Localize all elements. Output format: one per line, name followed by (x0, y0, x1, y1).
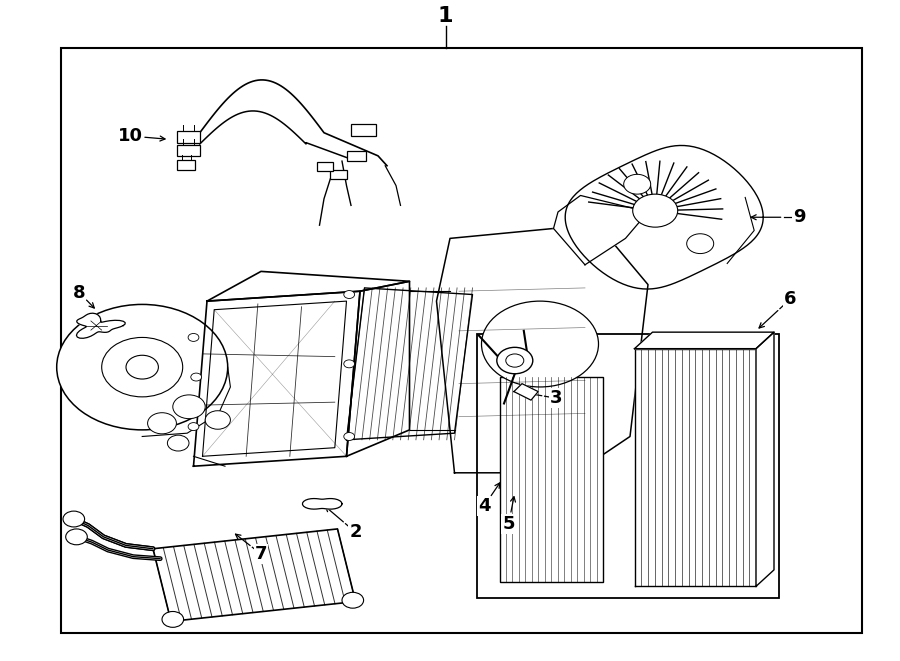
Circle shape (173, 395, 205, 418)
Circle shape (167, 435, 189, 451)
Text: 8: 8 (73, 284, 86, 301)
Polygon shape (207, 272, 410, 301)
Circle shape (188, 333, 199, 341)
Text: 2: 2 (349, 524, 362, 541)
Bar (61, 48, 862, 633)
Polygon shape (76, 313, 125, 338)
Polygon shape (346, 288, 472, 440)
Text: 3: 3 (550, 389, 562, 407)
Text: 9: 9 (793, 208, 806, 226)
Text: 7: 7 (255, 545, 267, 563)
Text: 6: 6 (784, 290, 796, 308)
Polygon shape (634, 348, 756, 586)
Circle shape (342, 592, 364, 608)
Text: 10: 10 (118, 127, 143, 145)
Polygon shape (514, 383, 538, 400)
Circle shape (344, 360, 355, 368)
Polygon shape (565, 145, 763, 289)
Bar (177, 161, 195, 171)
Circle shape (344, 291, 355, 299)
Circle shape (188, 422, 199, 430)
Circle shape (624, 175, 651, 194)
Text: 1: 1 (437, 6, 454, 26)
Circle shape (191, 373, 202, 381)
Circle shape (506, 354, 524, 367)
Bar (330, 170, 346, 179)
Circle shape (126, 355, 158, 379)
Text: 4: 4 (478, 497, 491, 515)
Bar (177, 131, 200, 143)
Circle shape (63, 511, 85, 527)
Text: 5: 5 (502, 516, 515, 533)
Polygon shape (194, 292, 360, 466)
Circle shape (205, 410, 230, 429)
Circle shape (344, 432, 355, 440)
Circle shape (497, 347, 533, 373)
Polygon shape (302, 498, 342, 509)
Circle shape (482, 301, 598, 387)
Circle shape (66, 529, 87, 545)
Polygon shape (756, 332, 774, 586)
Circle shape (162, 611, 184, 627)
Bar (351, 124, 376, 136)
Circle shape (687, 234, 714, 254)
Circle shape (633, 194, 678, 227)
Polygon shape (346, 282, 410, 456)
Bar (317, 162, 333, 171)
Circle shape (148, 412, 176, 434)
Circle shape (102, 337, 183, 397)
Polygon shape (634, 332, 774, 348)
Polygon shape (554, 196, 648, 265)
Bar (177, 145, 200, 157)
Polygon shape (436, 229, 648, 473)
Polygon shape (153, 529, 356, 621)
Bar (477, 334, 778, 598)
Circle shape (57, 305, 228, 430)
Bar (346, 151, 366, 161)
Bar (500, 377, 603, 582)
